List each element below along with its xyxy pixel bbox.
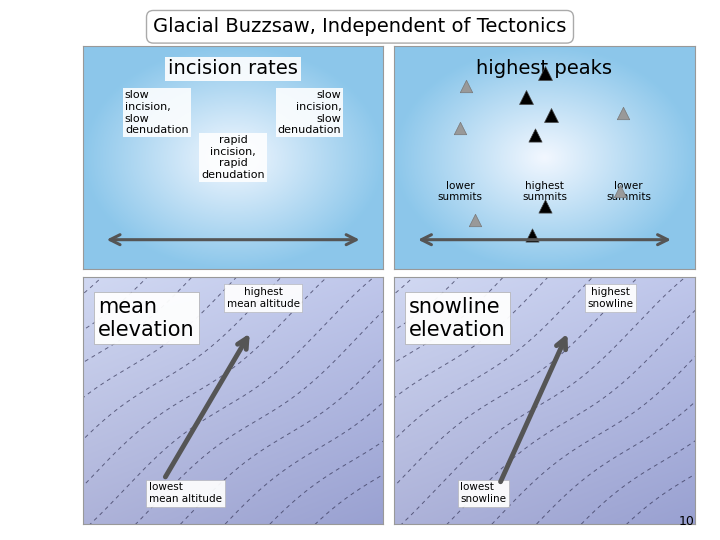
- Text: slow
incision,
slow
denudation: slow incision, slow denudation: [278, 90, 341, 135]
- Text: lower
summits: lower summits: [438, 181, 483, 202]
- Text: rapid
incision,
rapid
denudation: rapid incision, rapid denudation: [202, 135, 265, 180]
- Text: lowest
mean altitude: lowest mean altitude: [149, 482, 222, 504]
- Point: [539, 68, 550, 77]
- Text: highest
mean altitude: highest mean altitude: [227, 287, 300, 309]
- Text: highest
summits: highest summits: [522, 181, 567, 202]
- Point: [545, 111, 557, 119]
- Point: [527, 231, 539, 240]
- Point: [530, 131, 541, 139]
- Text: mean
elevation: mean elevation: [98, 296, 194, 340]
- Point: [454, 124, 466, 133]
- Text: lowest
snowline: lowest snowline: [460, 482, 506, 504]
- Point: [461, 82, 472, 90]
- Point: [617, 109, 629, 117]
- Text: lower
summits: lower summits: [606, 181, 651, 202]
- Text: highest
snowline: highest snowline: [588, 287, 634, 309]
- Text: highest peaks: highest peaks: [477, 59, 613, 78]
- Text: Glacial Buzzsaw, Independent of Tectonics: Glacial Buzzsaw, Independent of Tectonic…: [153, 17, 567, 36]
- Text: slow
incision,
slow
denudation: slow incision, slow denudation: [125, 90, 189, 135]
- Text: 10: 10: [679, 515, 695, 528]
- Point: [521, 93, 532, 102]
- Point: [469, 215, 481, 224]
- Text: incision rates: incision rates: [168, 59, 298, 78]
- Point: [614, 186, 626, 195]
- Text: snowline
elevation: snowline elevation: [409, 296, 506, 340]
- Point: [539, 202, 550, 211]
